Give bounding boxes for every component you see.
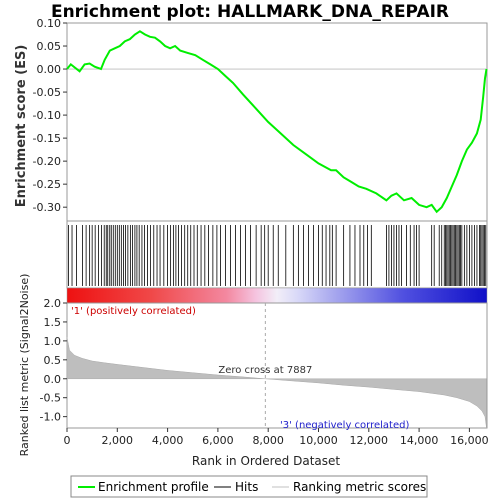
legend-entry-metric: Ranking metric scores xyxy=(293,480,426,494)
negative-label: '3' (negatively correlated) xyxy=(280,420,409,431)
es-y-axis-label: Enrichment score (ES) xyxy=(14,45,29,208)
positive-label: '1' (positively correlated) xyxy=(71,306,196,317)
metric-panel-frame xyxy=(66,302,488,429)
x-tick-label: 16,000 xyxy=(450,434,489,447)
legend-entry-hits: Hits xyxy=(235,480,258,494)
metric-y-tick-label: 1.5 xyxy=(44,316,62,329)
metric-y-axis-label: Ranked list metric (Signal2Noise) xyxy=(18,274,31,457)
hit-markers xyxy=(68,225,487,286)
es-y-ticks: 0.10 0.05 0.00 -0.05 -0.10 -0.15 -0.20 -0.25 -0.… xyxy=(33,17,67,214)
x-tick-label: 14,000 xyxy=(400,434,439,447)
es-y-tick-label: -0.05 xyxy=(33,86,61,99)
es-y-tick-label: -0.25 xyxy=(33,178,61,191)
x-tick-label: 6,000 xyxy=(202,434,234,447)
es-panel: 0.10 0.05 0.00 -0.05 -0.10 -0.15 -0.20 -0.25 -0.… xyxy=(14,17,488,222)
es-y-tick-label: -0.15 xyxy=(33,132,61,145)
x-tick-label: 0 xyxy=(64,434,71,447)
legend: Enrichment profile Hits Ranking metric s… xyxy=(70,475,428,498)
chart-title: Enrichment plot: HALLMARK_DNA_REPAIR xyxy=(51,2,449,22)
es-y-tick-label: -0.10 xyxy=(33,109,61,122)
metric-area xyxy=(66,337,487,429)
x-tick-label: 4,000 xyxy=(152,434,184,447)
legend-frame xyxy=(70,475,428,498)
es-y-tick-label: 0.00 xyxy=(37,63,62,76)
rank-colorbar xyxy=(66,287,488,304)
x-axis-ticks: 0 2,000 4,000 6,000 8,000 10,000 12,000 14,000 1… xyxy=(64,428,489,447)
es-y-tick-label: -0.20 xyxy=(33,155,61,168)
x-tick-label: 8,000 xyxy=(252,434,284,447)
metric-y-tick-label: -0.5 xyxy=(40,392,61,405)
x-tick-label: 12,000 xyxy=(350,434,389,447)
metric-y-ticks: 2.0 1.5 1.0 0.5 0.0 -0.5 -1.0 xyxy=(40,297,67,424)
x-axis-label: Rank in Ordered Dataset xyxy=(192,454,340,468)
metric-y-tick-label: -1.0 xyxy=(40,411,61,424)
es-y-tick-label: 0.05 xyxy=(37,40,62,53)
metric-y-tick-label: 0.0 xyxy=(44,373,62,386)
es-panel-frame xyxy=(66,22,488,222)
zero-cross-label: Zero cross at 7887 xyxy=(218,365,312,376)
es-curve xyxy=(66,30,488,214)
metric-y-tick-label: 2.0 xyxy=(44,297,62,310)
es-y-tick-label: -0.30 xyxy=(33,201,61,214)
legend-entry-enrichment: Enrichment profile xyxy=(98,480,209,494)
x-tick-label: 10,000 xyxy=(299,434,338,447)
hits-panel xyxy=(66,220,488,289)
x-tick-label: 2,000 xyxy=(102,434,134,447)
es-y-tick-label: 0.10 xyxy=(37,17,62,30)
metric-panel: 2.0 1.5 1.0 0.5 0.0 -0.5 -1.0 '1' (positively … xyxy=(18,274,488,457)
metric-y-tick-label: 0.5 xyxy=(44,354,62,367)
metric-y-tick-label: 1.0 xyxy=(44,335,62,348)
